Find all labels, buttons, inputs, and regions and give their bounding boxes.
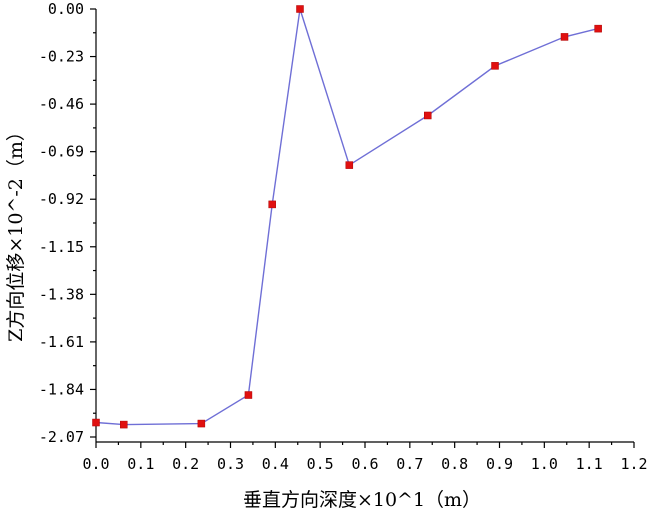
y-tick-label: 0.00 xyxy=(48,0,84,18)
data-point xyxy=(560,33,569,41)
data-point xyxy=(424,111,432,120)
x-tick-label: 0.4 xyxy=(262,455,289,473)
x-ticks: 0.0 0.1 0.2 0.3 0.4 0.5 0.6 0.7 0.8 0.9 1.0 1.1 1.2 xyxy=(82,442,648,473)
y-tick-label: -1.38 xyxy=(39,285,84,303)
x-tick-label: 1.0 xyxy=(531,455,558,473)
y-tick-label: -1.84 xyxy=(39,380,84,398)
x-tick-label: 0.1 xyxy=(127,455,154,473)
y-tick-label: -1.61 xyxy=(39,333,84,351)
x-tick-label: 0.2 xyxy=(172,455,199,473)
x-tick-label: 0.0 xyxy=(82,455,109,473)
data-point xyxy=(296,5,304,13)
data-point xyxy=(594,24,602,33)
y-tick-label: -1.15 xyxy=(39,238,84,256)
data-point xyxy=(268,200,276,209)
data-point xyxy=(491,62,499,70)
data-point xyxy=(120,420,128,429)
y-axis-title: Z方向位移×10^-2（m） xyxy=(5,122,27,342)
y-tick-label: -0.23 xyxy=(39,48,84,66)
axes xyxy=(95,9,634,443)
series xyxy=(92,5,602,429)
y-tick-label: -2.07 xyxy=(39,428,84,446)
x-tick-label: 1.2 xyxy=(620,455,647,473)
y-tick-label: -0.92 xyxy=(39,190,84,208)
y-tick-label: -0.69 xyxy=(39,143,84,161)
x-tick-label: 0.3 xyxy=(217,455,244,473)
data-point xyxy=(244,391,253,399)
x-tick-label: 0.8 xyxy=(441,455,468,473)
series-line xyxy=(95,8,599,426)
y-ticks: 0.00 -0.23 -0.46 -0.69 -0.92 -1.15 -1.38 -1.61 -… xyxy=(39,0,96,446)
y-tick-label: -0.46 xyxy=(39,95,84,113)
x-tick-label: 0.6 xyxy=(351,455,378,473)
data-point xyxy=(197,419,206,428)
x-tick-label: 1.1 xyxy=(576,455,603,473)
x-axis-title: 垂直方向深度×10^1（m） xyxy=(243,489,481,511)
data-point xyxy=(92,418,100,427)
x-tick-label: 0.5 xyxy=(307,455,334,473)
x-tick-label: 0.7 xyxy=(396,455,423,473)
data-point xyxy=(345,161,354,169)
x-tick-label: 0.9 xyxy=(486,455,513,473)
